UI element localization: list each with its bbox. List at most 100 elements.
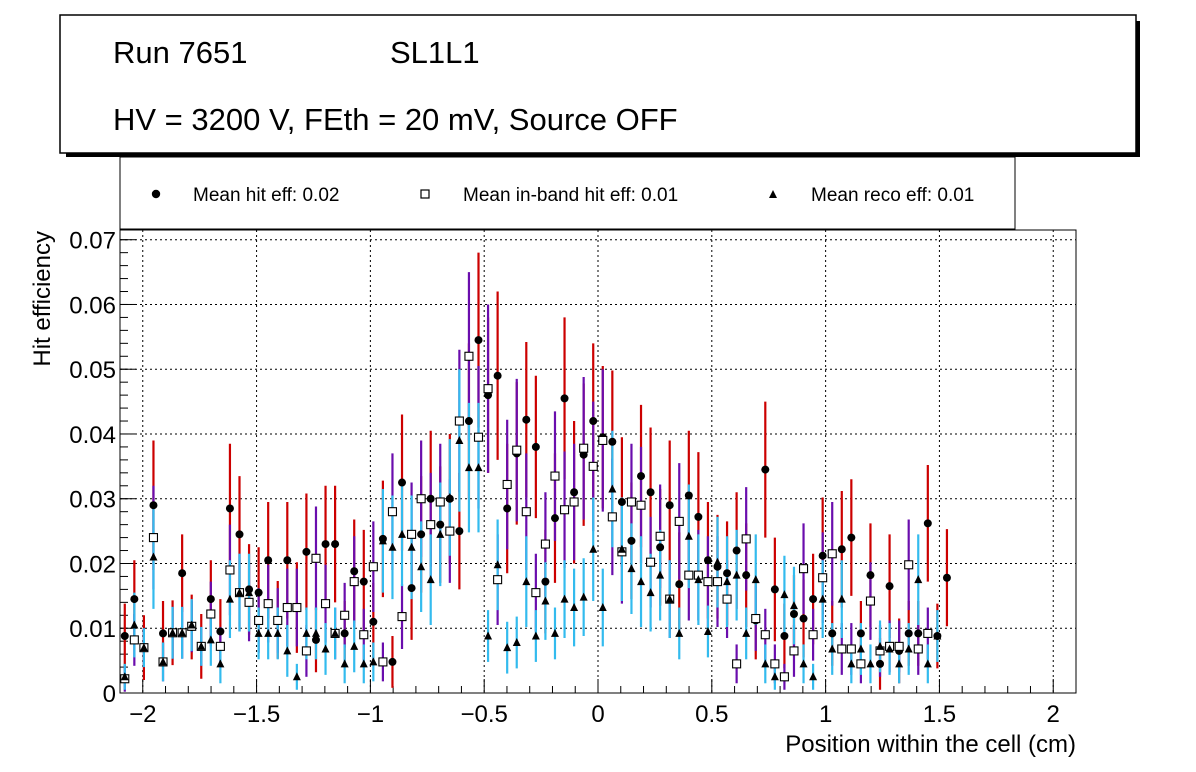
- y-tick-label: 0.07: [69, 228, 116, 255]
- data-point-inband: [798, 564, 809, 574]
- data-point-inband: [808, 630, 818, 640]
- data-point-hit: [770, 585, 779, 594]
- data-point-reco: [350, 641, 359, 650]
- y-tick-label: 0.02: [69, 551, 116, 578]
- data-point-inband: [215, 641, 225, 651]
- data-point-hit: [904, 629, 913, 638]
- data-point-inband: [493, 575, 503, 585]
- data-point-reco: [646, 588, 655, 597]
- data-point-inband: [856, 659, 866, 669]
- data-point-hit: [541, 577, 550, 586]
- data-point-inband: [779, 672, 789, 682]
- data-point-reco: [522, 577, 531, 586]
- data-point-reco: [694, 575, 703, 584]
- data-point-hit: [703, 556, 712, 565]
- data-point-hit: [321, 540, 330, 549]
- data-point-reco: [417, 562, 426, 571]
- error-bars: [123, 252, 949, 692]
- data-point-hit: [522, 415, 531, 424]
- data-point-reco: [856, 644, 865, 653]
- data-point-reco: [837, 594, 846, 603]
- x-tick-label: −0.5: [460, 701, 507, 728]
- data-point-hit: [627, 536, 636, 545]
- data-point-inband: [865, 596, 876, 606]
- data-point-reco: [302, 628, 311, 637]
- data-point-hit: [398, 478, 407, 487]
- data-point-inband: [636, 500, 646, 510]
- data-point-hit: [608, 437, 617, 446]
- data-point-reco: [484, 631, 493, 640]
- data-point-reco: [359, 659, 368, 668]
- data-point-reco: [723, 577, 732, 586]
- y-axis: 0 0.01 0.02 0.03 0.04 0.05 0.06 0.07: [69, 228, 136, 708]
- data-point-inband: [464, 351, 474, 361]
- data-point-inband: [655, 531, 665, 541]
- data-point-hit: [876, 659, 885, 668]
- data-point-inband: [531, 588, 541, 598]
- data-point-hit: [350, 567, 359, 576]
- data-point-reco: [493, 560, 502, 569]
- data-point-inband: [770, 659, 780, 669]
- data-point-hit: [818, 551, 827, 560]
- data-point-hit: [732, 546, 741, 555]
- data-point-reco: [254, 628, 263, 637]
- data-point-inband: [827, 549, 837, 559]
- data-point-hit: [560, 394, 569, 403]
- data-point-reco: [637, 577, 646, 586]
- data-point-reco: [283, 646, 292, 655]
- x-tick-label: −1.5: [233, 701, 280, 728]
- data-point-inband: [521, 507, 531, 517]
- data-point-hit: [799, 614, 808, 623]
- data-point-inband: [340, 610, 350, 620]
- data-point-reco: [436, 529, 445, 538]
- data-point-inband: [569, 497, 579, 507]
- data-point-reco: [235, 588, 244, 597]
- data-point-inband: [445, 526, 455, 536]
- data-point-hit: [311, 635, 320, 644]
- data-point-reco: [206, 635, 215, 644]
- data-point-inband: [416, 494, 426, 504]
- data-point-hit: [656, 543, 665, 552]
- data-point-reco: [570, 603, 579, 612]
- data-point-reco: [388, 542, 397, 551]
- data-point-hit: [493, 371, 502, 380]
- data-point-reco: [895, 659, 904, 668]
- data-point-hit: [503, 504, 512, 513]
- data-point-reco: [809, 672, 818, 681]
- data-point-reco: [216, 659, 225, 668]
- data-point-reco: [579, 592, 588, 601]
- data-point-reco: [292, 672, 301, 681]
- legend-label-hit: Mean hit eff: 0.02: [193, 185, 339, 206]
- data-point-inband: [263, 599, 273, 609]
- data-point-inband: [378, 657, 388, 667]
- data-point-inband: [674, 516, 684, 526]
- data-point-reco: [378, 536, 387, 545]
- data-point-reco: [933, 631, 942, 640]
- data-point-hit: [254, 588, 263, 597]
- data-point-hit: [646, 488, 655, 497]
- data-point-reco: [876, 641, 885, 650]
- legend-frame: [119, 156, 1016, 230]
- x-axis: −2 −1.5 −1 −0.5 0 0.5 1 1.5 2: [119, 679, 1077, 728]
- data-point-reco: [311, 628, 320, 637]
- data-point-inband: [426, 520, 436, 530]
- legend-marker-inband: [420, 189, 430, 199]
- data-point-reco: [340, 659, 349, 668]
- data-point-inband: [846, 644, 856, 654]
- data-point-reco: [531, 631, 540, 640]
- data-point-reco: [130, 620, 139, 629]
- data-point-reco: [665, 594, 674, 603]
- data-point-hit: [407, 584, 416, 593]
- data-point-inband: [904, 560, 914, 570]
- data-point-reco: [159, 657, 168, 666]
- data-point-reco: [684, 531, 693, 540]
- grid: [120, 230, 1076, 693]
- data-point-inband: [512, 445, 522, 455]
- data-point-inband: [913, 644, 923, 654]
- data-point-reco: [541, 596, 550, 605]
- data-point-inband: [397, 612, 407, 622]
- data-point-hit: [474, 336, 483, 345]
- data-point-inband: [129, 635, 139, 645]
- data-point-inband: [454, 416, 464, 426]
